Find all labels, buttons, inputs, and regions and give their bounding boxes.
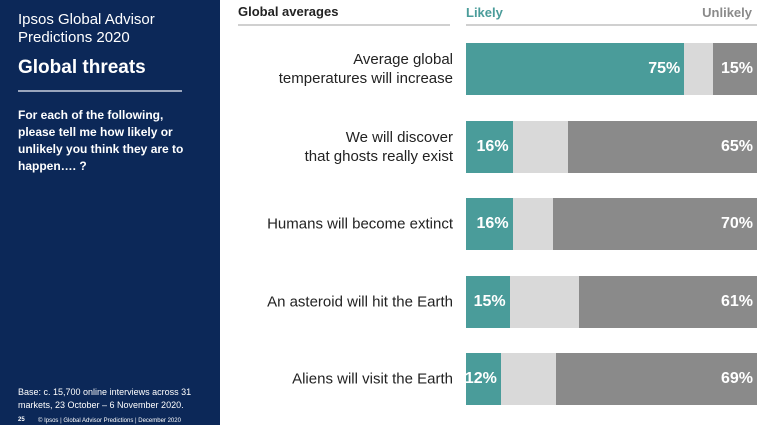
category-label: Aliens will visit the Earth — [292, 370, 453, 388]
bar-segment — [466, 275, 510, 328]
header-rule — [466, 24, 757, 26]
chart-title: Global averages — [238, 4, 339, 19]
value-label: 75% — [648, 60, 681, 77]
category-label: Humans will become extinct — [267, 215, 453, 233]
header-rule — [238, 24, 450, 26]
bar-segment — [466, 43, 685, 95]
legend-label: Likely — [466, 5, 503, 20]
bar-segment — [500, 353, 557, 405]
value-label: 65% — [720, 137, 753, 155]
bar-segment — [684, 43, 714, 95]
value-label: 15% — [473, 292, 506, 310]
bar-segment — [512, 198, 554, 250]
category-label: Average global temperatures will increas… — [278, 51, 453, 87]
bar-segment — [556, 353, 757, 405]
bar-segment — [466, 198, 513, 250]
side-panel: Ipsos Global Advisor Predictions 2020 Gl… — [0, 0, 220, 425]
base-note: Base: c. 15,700 online interviews across… — [18, 387, 192, 410]
panel-title: Ipsos Global Advisor Predictions 2020 — [18, 11, 155, 46]
footer: © Ipsos | Global Advisor Predictions | D… — [38, 418, 181, 424]
category-label: An asteroid will hit the Earth — [267, 293, 453, 310]
legend-label: Unlikely — [702, 5, 752, 20]
value-label: 70% — [720, 215, 753, 232]
bar-segment — [466, 120, 513, 173]
panel-heading: Global threats — [18, 57, 146, 78]
bar-segment — [713, 43, 757, 95]
page-number: 25 — [18, 417, 25, 423]
value-label: 12% — [464, 370, 497, 387]
bar-segment — [579, 275, 757, 328]
bar-segment — [512, 120, 568, 173]
divider — [18, 90, 182, 92]
value-label: 16% — [476, 215, 509, 232]
bar-segment — [567, 120, 757, 173]
value-label: 15% — [720, 60, 753, 77]
bar-segment — [553, 198, 757, 250]
value-label: 69% — [720, 370, 753, 387]
value-label: 16% — [476, 137, 509, 155]
question: For each of the following, please tell m… — [18, 108, 184, 173]
bar-segment — [509, 275, 580, 328]
bar-segment — [466, 353, 501, 405]
category-label: We will discover that ghosts really exis… — [304, 128, 453, 165]
value-label: 61% — [720, 292, 753, 310]
